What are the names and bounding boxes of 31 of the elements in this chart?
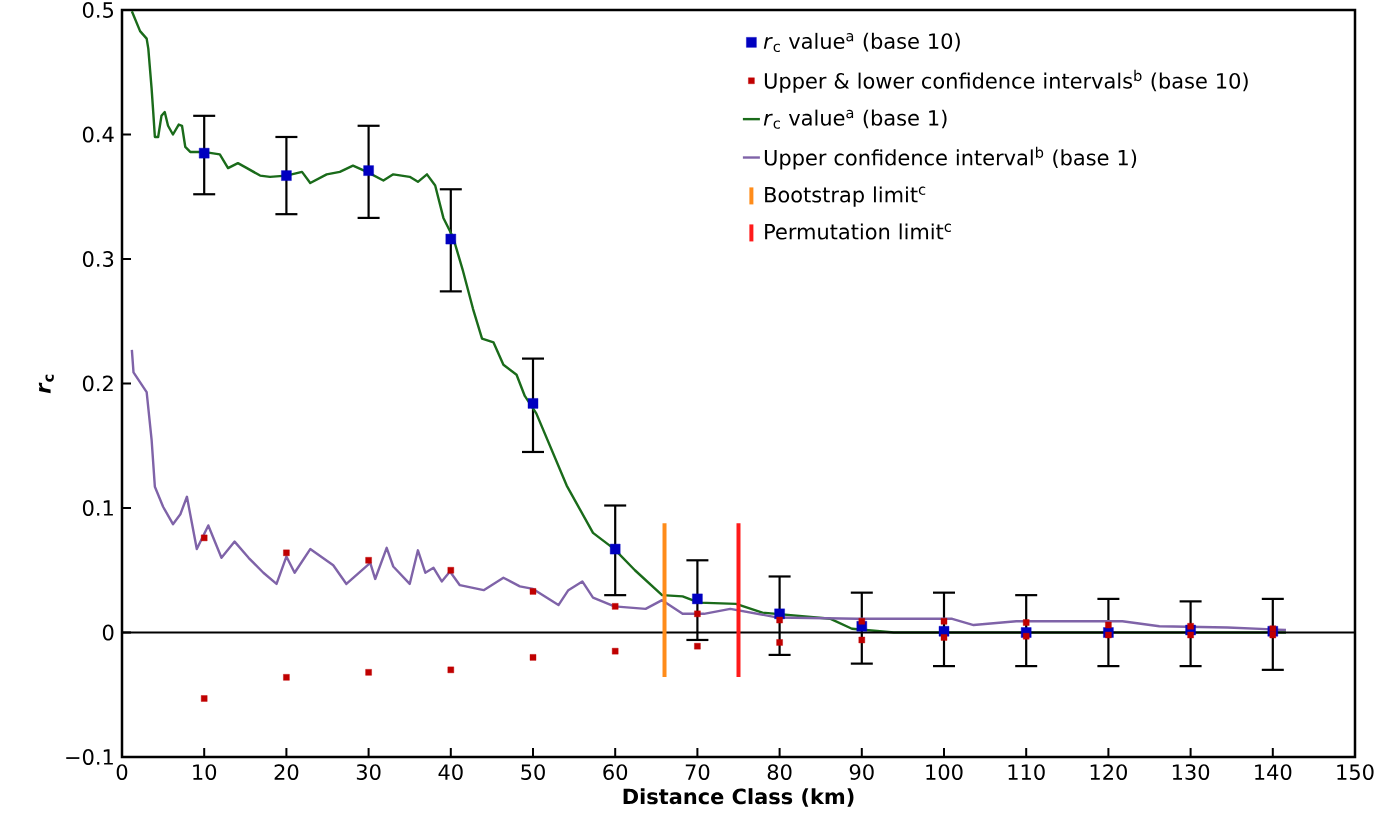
y-tick-label: 0	[102, 624, 114, 641]
x-axis-title: Distance Class (km)	[623, 788, 854, 807]
y-tick-label: 0.4	[82, 126, 114, 143]
y-tick-label: 0.3	[82, 251, 114, 267]
legend-label: Bootstrap limit$^{c}$	[765, 186, 926, 207]
y-tick-label: −0.1	[66, 749, 113, 765]
x-tick-label: 130	[1172, 764, 1210, 780]
legend-label: r$_{c}$ value$^{a}$ (base 1)	[763, 109, 947, 129]
legend-label: r$_{c}$ value$^{a}$ (base 10)	[763, 32, 960, 53]
x-tick-label: 10	[193, 764, 217, 780]
x-tick-label: 100	[926, 764, 963, 780]
y-tick-label: 0.1	[82, 500, 113, 516]
y-tick-label: 0.5	[82, 2, 113, 18]
legend-label: Permutation limit$^{c}$	[765, 223, 951, 240]
x-tick-label: 50	[521, 764, 545, 780]
x-tick-label: 70	[685, 764, 710, 780]
x-tick-label: 60	[603, 764, 628, 780]
x-tick-label: 150	[1337, 764, 1374, 780]
y-axis-title: r$_{c}$	[38, 374, 54, 394]
y-tick-label: 0.2	[82, 375, 113, 392]
legend-label: Upper & lower confidence intervals$^{b}$ (base 10)	[764, 69, 1248, 93]
x-tick-label: 110	[1008, 764, 1045, 780]
x-tick-label: 30	[356, 764, 381, 780]
x-tick-label: 0	[116, 764, 128, 780]
x-tick-label: 40	[438, 764, 463, 780]
x-tick-label: 80	[767, 764, 792, 780]
x-tick-label: 120	[1090, 764, 1127, 780]
x-tick-label: 140	[1255, 764, 1292, 780]
x-tick-label: 90	[849, 764, 874, 780]
x-tick-label: 20	[274, 764, 299, 780]
legend-label: Upper confidence interval$^{b}$ (base 1)	[764, 146, 1137, 170]
